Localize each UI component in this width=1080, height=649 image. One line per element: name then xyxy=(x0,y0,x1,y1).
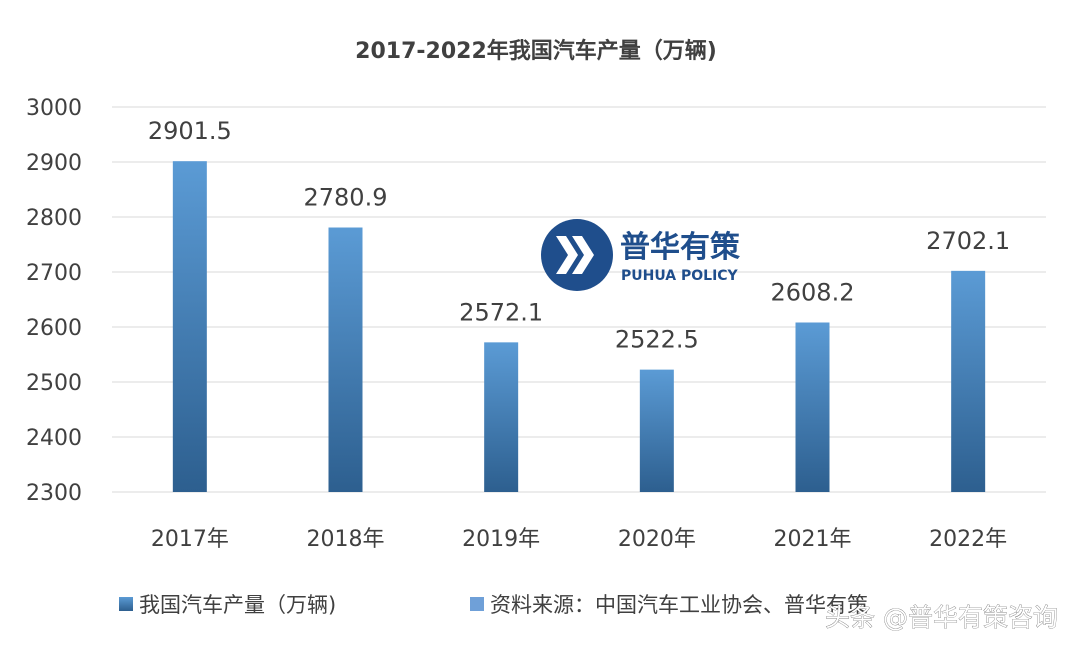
x-tick-label: 2017年 xyxy=(151,527,229,552)
chart-title: 2017-2022年我国汽车产量（万辆) xyxy=(355,38,717,64)
logo-chevron-icon xyxy=(556,236,578,274)
logo-text-cn: 普华有策 xyxy=(620,230,740,265)
data-label: 2608.2 xyxy=(771,278,855,306)
y-tick-label: 2400 xyxy=(26,426,82,451)
data-labels: 2901.5 2780.9 2572.1 2522.5 2608.2 2702.1 xyxy=(148,117,1010,353)
bars xyxy=(172,161,986,493)
gridlines xyxy=(112,106,1046,493)
y-tick-label: 2500 xyxy=(26,371,82,396)
y-axis-ticks: 3000 2900 2800 2700 2600 2500 2400 2300 xyxy=(26,96,82,506)
y-tick-label: 2300 xyxy=(26,481,82,506)
y-tick-label: 2700 xyxy=(26,261,82,286)
data-label: 2522.5 xyxy=(615,326,699,354)
legend-swatch xyxy=(470,597,484,611)
legend-swatch xyxy=(119,597,133,611)
bar xyxy=(484,342,519,492)
bar xyxy=(328,227,363,492)
x-tick-label: 2022年 xyxy=(929,527,1007,552)
x-tick-label: 2018年 xyxy=(307,527,385,552)
puhua-logo: 普华有策 PUHUA POLICY xyxy=(541,219,740,291)
bar xyxy=(951,270,986,492)
x-axis-ticks: 2017年 2018年 2019年 2020年 2021年 2022年 xyxy=(151,527,1007,552)
x-tick-label: 2020年 xyxy=(618,527,696,552)
y-tick-label: 2600 xyxy=(26,316,82,341)
x-tick-label: 2019年 xyxy=(462,527,540,552)
x-tick-label: 2021年 xyxy=(774,527,852,552)
data-label: 2572.1 xyxy=(459,298,543,326)
data-label: 2780.9 xyxy=(304,184,388,212)
logo-chevron-icon xyxy=(572,236,594,274)
y-tick-label: 2800 xyxy=(26,206,82,231)
bar xyxy=(639,369,674,492)
y-tick-label: 3000 xyxy=(26,96,82,121)
legend: 我国汽车产量（万辆) 资料来源：中国汽车工业协会、普华有策 xyxy=(119,593,868,617)
legend-item-source: 资料来源：中国汽车工业协会、普华有策 xyxy=(490,593,868,617)
logo-text-en: PUHUA POLICY xyxy=(621,268,739,284)
watermark-text: 头条 @普华有策咨询 xyxy=(825,603,1058,632)
bar xyxy=(172,161,207,493)
legend-item-series: 我国汽车产量（万辆) xyxy=(139,593,336,617)
data-label: 2702.1 xyxy=(926,227,1010,255)
bar xyxy=(795,322,830,492)
y-tick-label: 2900 xyxy=(26,151,82,176)
data-label: 2901.5 xyxy=(148,117,232,145)
